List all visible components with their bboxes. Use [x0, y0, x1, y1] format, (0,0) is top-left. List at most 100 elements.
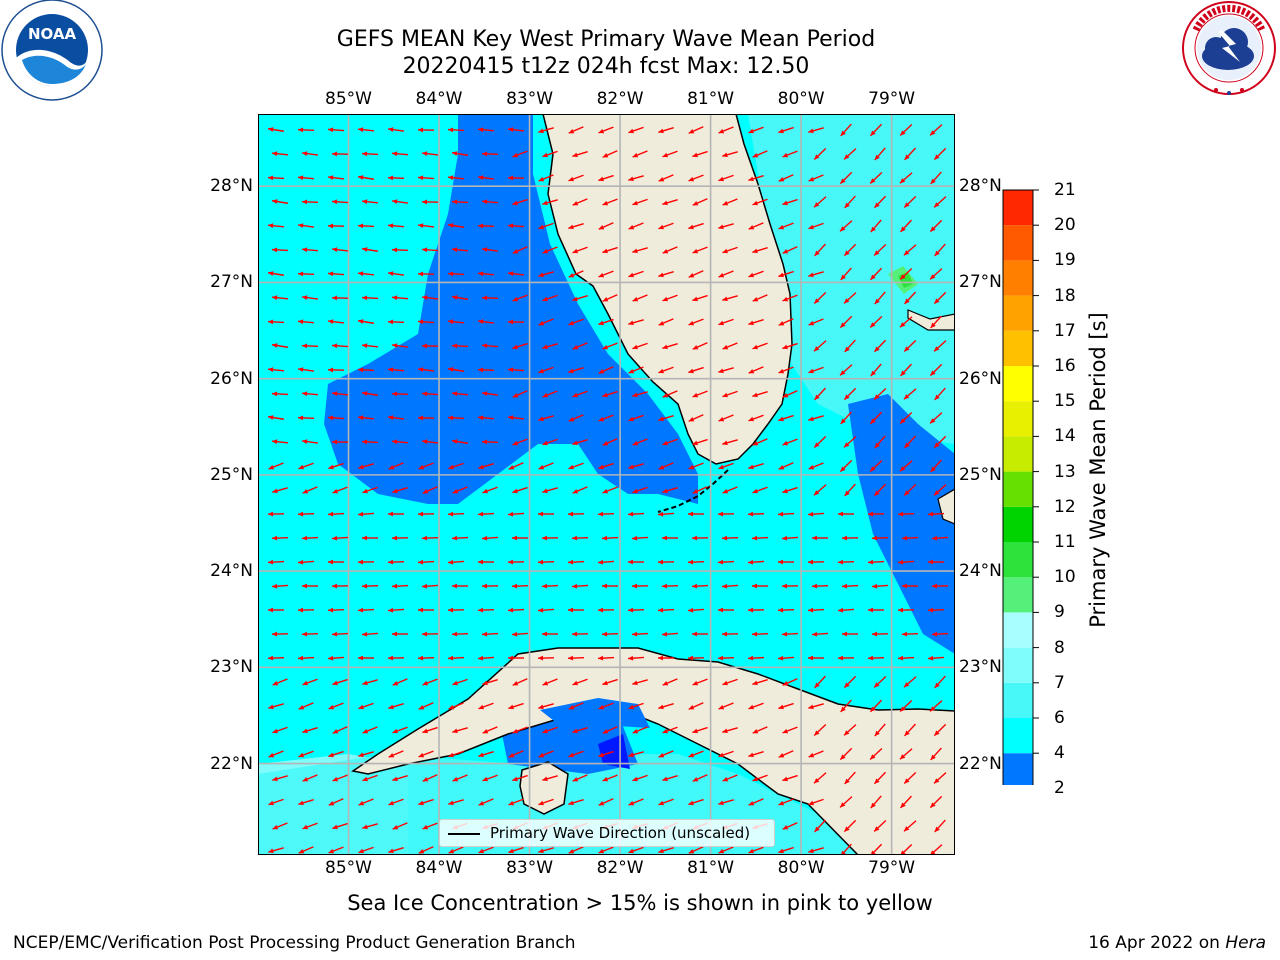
wave-direction-arrow	[899, 460, 913, 472]
wave-direction-arrow	[267, 559, 285, 565]
wave-direction-arrow	[778, 318, 794, 326]
longitude-tick-label: 84°W	[415, 858, 463, 878]
wave-direction-arrow	[388, 511, 404, 517]
wave-direction-arrow	[327, 367, 345, 373]
wave-direction-arrow	[332, 486, 348, 494]
wave-direction-arrow	[807, 607, 825, 613]
wave-direction-arrow	[632, 774, 648, 782]
wave-direction-arrow	[542, 487, 558, 494]
wave-direction-arrow	[268, 703, 284, 710]
wave-direction-arrow	[537, 655, 555, 661]
latitude-tick-label: 27°N	[210, 272, 253, 293]
latitude-tick-label: 28°N	[210, 176, 253, 197]
wave-direction-arrow	[688, 126, 704, 134]
wave-direction-arrow	[357, 367, 375, 373]
wave-direction-arrow	[751, 535, 769, 541]
wave-direction-arrow	[598, 318, 614, 326]
wave-direction-arrow	[477, 655, 495, 661]
wave-direction-arrow	[417, 367, 435, 373]
longitude-tick-label: 81°W	[687, 89, 735, 109]
wave-direction-arrow	[512, 678, 528, 686]
wave-direction-arrow	[874, 147, 886, 161]
colorbar-band	[1003, 542, 1033, 578]
wave-direction-arrow	[897, 655, 915, 661]
wave-direction-arrow	[840, 699, 852, 713]
wave-direction-arrow	[688, 366, 704, 374]
wave-direction-arrow	[542, 726, 558, 734]
wave-direction-arrow	[602, 774, 618, 782]
wave-direction-arrow	[748, 702, 764, 710]
wave-direction-arrow	[839, 747, 853, 761]
wave-direction-arrow	[392, 774, 408, 782]
cuba-south-gulf-water	[540, 698, 650, 734]
wave-direction-arrow	[328, 702, 344, 710]
wave-direction-arrow	[657, 607, 675, 613]
wave-direction-arrow	[512, 535, 528, 541]
wave-direction-arrow	[451, 631, 469, 637]
wave-direction-arrow	[782, 774, 798, 782]
wave-direction-arrow	[839, 220, 853, 232]
wave-direction-arrow	[481, 391, 499, 396]
wave-direction-arrow	[927, 511, 945, 517]
wave-direction-arrow	[721, 583, 739, 589]
wave-direction-arrow	[481, 583, 499, 589]
wave-direction-arrow	[870, 795, 882, 809]
wave-direction-arrow	[537, 607, 555, 613]
wave-direction-arrow	[722, 151, 738, 158]
wave-direction-arrow	[632, 486, 648, 494]
grand-bahama-land	[907, 309, 955, 331]
wave-direction-arrow	[662, 774, 678, 782]
wave-direction-arrow	[301, 439, 319, 444]
wave-direction-arrow	[602, 198, 618, 206]
wave-direction-arrow	[538, 462, 554, 470]
wave-direction-arrow	[752, 342, 768, 350]
wave-direction-arrow	[782, 822, 798, 830]
wave-direction-arrow	[568, 414, 584, 422]
wave-direction-arrow	[688, 462, 704, 470]
wave-direction-arrow	[451, 247, 469, 253]
wave-direction-arrow	[869, 316, 883, 328]
wave-direction-arrow	[903, 771, 917, 785]
wave-direction-arrow	[328, 846, 344, 854]
wave-direction-arrow	[778, 559, 794, 565]
wave-direction-arrow	[572, 342, 588, 350]
wave-direction-arrow	[718, 223, 734, 230]
wave-direction-arrow	[508, 702, 524, 710]
wave-direction-arrow	[421, 439, 439, 445]
wave-direction-arrow	[934, 675, 946, 689]
wave-direction-arrow	[752, 390, 768, 398]
wave-direction-arrow	[391, 583, 409, 589]
wave-direction-arrow	[508, 462, 524, 470]
wave-direction-arrow	[717, 511, 735, 517]
wave-direction-arrow	[302, 726, 318, 734]
wave-direction-arrow	[477, 223, 495, 229]
wave-direction-arrow	[572, 294, 588, 302]
wave-direction-arrow	[897, 511, 915, 517]
wave-direction-arrow	[328, 559, 344, 565]
wave-direction-arrow	[542, 294, 558, 302]
colorbar-band	[1003, 753, 1033, 785]
wave-direction-arrow	[904, 291, 916, 305]
wave-direction-arrow	[811, 583, 829, 589]
wave-direction-arrow	[929, 795, 943, 809]
wave-direction-arrow	[718, 799, 734, 806]
wave-direction-arrow	[929, 268, 943, 280]
wave-direction-arrow	[392, 822, 408, 830]
wave-direction-arrow	[597, 607, 615, 613]
wave-direction-arrow	[267, 271, 285, 276]
wave-direction-arrow	[298, 702, 314, 710]
wave-direction-arrow	[268, 607, 284, 613]
wave-direction-arrow	[869, 411, 883, 425]
colorbar-band	[1003, 577, 1033, 613]
wave-direction-arrow	[870, 219, 882, 233]
wave-direction-arrow	[658, 462, 674, 470]
wave-direction-arrow	[478, 750, 494, 758]
wave-direction-arrow	[451, 343, 469, 349]
wave-direction-arrows	[267, 123, 949, 855]
wave-direction-arrow	[568, 174, 584, 182]
wave-direction-arrow	[568, 270, 584, 278]
colorbar-band	[1003, 718, 1033, 754]
wave-direction-arrow	[391, 151, 409, 157]
wave-direction-arrow	[782, 726, 798, 734]
wave-direction-arrow	[391, 391, 409, 397]
